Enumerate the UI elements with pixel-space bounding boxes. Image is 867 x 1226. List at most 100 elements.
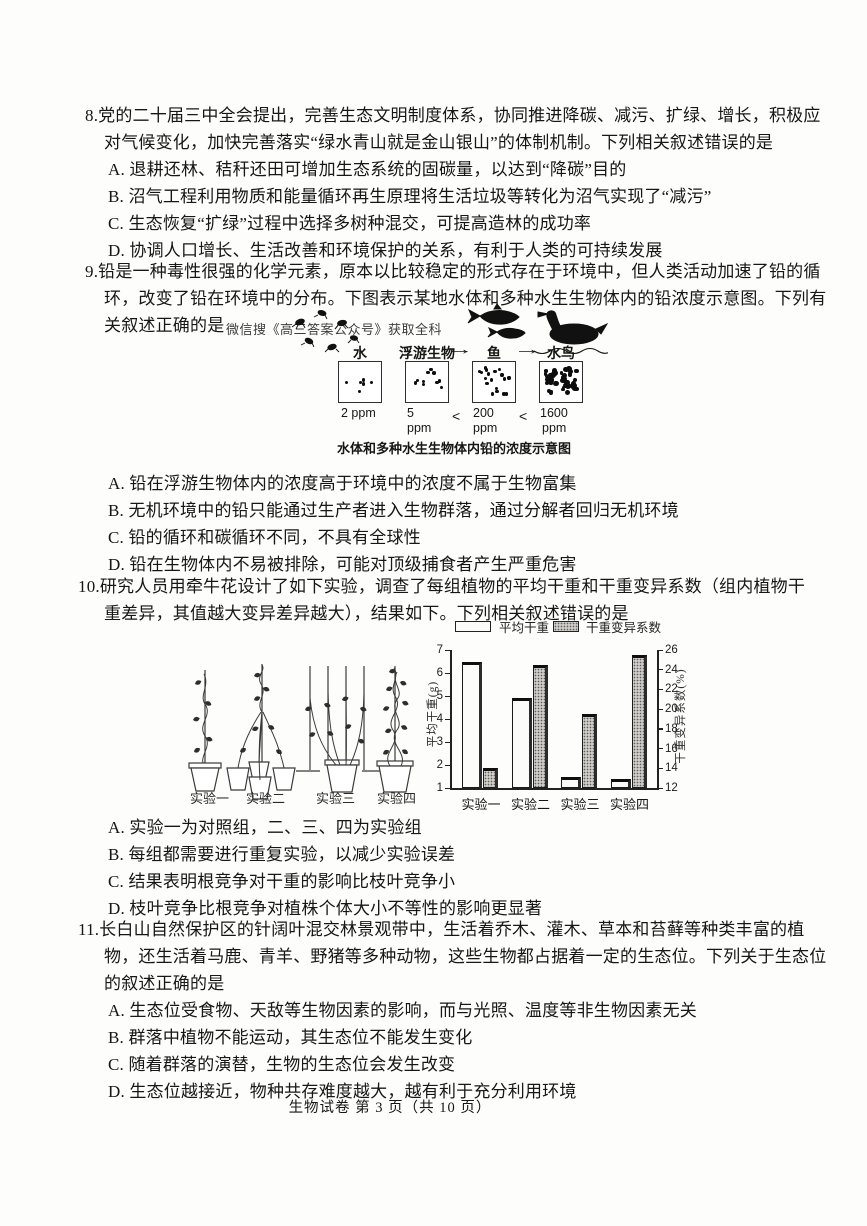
left-tick-label: 6 [436,667,443,679]
aquatic-organisms-art [291,303,608,355]
right-tick-label: 22 [665,683,678,696]
left-tick-label: 4 [436,713,443,725]
lead-dot [549,376,554,381]
q11-option-a: A. 生态位受食物、天敌等生物因素的影响，而与光照、温度等非生物因素无关 [108,1001,697,1020]
q11-option-c: C. 随着群落的演替，生物的生态位会发生改变 [108,1055,456,1074]
lead-dot [357,389,362,394]
pot-label-exp4: 实验四 [377,791,417,806]
legend-label-cv: 干重变异系数 [586,621,662,635]
concentration-box-fish [472,361,516,403]
diagram-label-plankton: 浮游生物 [399,347,455,362]
lead-dot [500,373,504,377]
lead-dot [544,380,550,386]
q8-option-b: B. 沼气工程利用物质和能量循环再生原理将生活垃圾等转化为沼气实现了“减污” [108,187,712,206]
right-axis-line [657,650,659,788]
right-tick [657,748,663,750]
left-tick [445,672,450,674]
lead-dot [565,379,571,386]
q11-line-2: 物，还生活着马鹿、青羊、野猪等多种动物，这些生物都占据着一定的生态位。下列关于生… [104,947,827,966]
lead-dot [571,382,577,388]
left-tick-label: 5 [436,690,443,702]
lead-dot [551,370,558,377]
lead-dot [426,370,430,375]
lead-dot [566,366,572,373]
q11-option-b: B. 群落中植物不能运动，其生态位不能发生变化 [108,1028,473,1047]
lead-dot [563,367,569,373]
lead-dot [565,390,571,396]
legend-label-dry-weight: 平均干重 [499,621,550,635]
lead-dot [437,379,441,383]
ppm-plankton-unit: ppm [407,421,432,435]
q8-line-1: 8.党的二十届三中全会提出，完善生态文明制度体系，协同推进降碳、减污、扩绿、增长… [85,106,821,125]
lead-dot [413,381,417,385]
lead-dot [497,367,502,372]
pot-label-exp2: 实验二 [246,791,286,806]
lead-dot [477,369,482,373]
lead-dot [565,383,571,390]
lead-dot [553,380,559,387]
q8-line-2: 对气候变化，加快完善落实“绿水青山就是金山银山”的体制机制。下列相关叙述错误的是 [104,133,774,152]
lead-dot [568,372,573,377]
right-tick [657,669,663,671]
diagram-caption: 水体和多种水生生物体内铅的浓度示意图 [337,441,572,456]
lead-dot [544,369,548,373]
lead-dot [571,385,578,391]
left-tick-label: 1 [436,782,443,794]
lead-dot [504,392,509,396]
lead-dot [415,378,419,383]
q11-line-3: 的叙述正确的是 [104,974,225,993]
lead-dot [485,381,489,385]
right-tick-label: 12 [665,782,678,794]
left-tick [445,695,450,697]
lead-dot [502,392,506,396]
watermark-text: 微信搜《高三答案公众号》获取全科 [226,322,443,337]
left-tick [445,649,450,651]
left-axis-line [450,650,452,788]
diagram-label-fish: 鱼 [487,347,501,362]
right-tick-label: 26 [665,644,678,656]
lead-dot [489,378,494,382]
right-tick-label: 16 [665,742,678,755]
lead-dot [435,380,439,385]
q11-option-d: D. 生态位越接近，物种共存难度越大，越有利于充分利用环境 [108,1082,577,1101]
q8-option-a: A. 退耕还林、秸秆还田可增加生态系统的固碳量，以达到“降碳”目的 [108,160,627,179]
lead-dot [503,377,507,381]
right-tick [657,708,663,710]
dry-weight-bar-chart: 1 2 3 4 5 6 7 12 14 16 18 20 22 24 26 实验一 实验二 实验三 实验四 [437,644,708,815]
lead-dot [561,388,565,392]
lead-dot [369,380,374,385]
x-category-label: 实验三 [560,797,600,812]
bar-cv-1 [483,768,498,788]
right-tick-label: 20 [665,703,678,716]
q10-line-2: 重差异，其值越大变异差异越大），结果如下。下列相关叙述错误的是 [104,604,629,623]
right-tick [657,728,663,730]
right-axis-label: 干重变异系数(%) [675,668,687,764]
bar-dry-weight-1 [462,661,482,788]
lead-dot [358,380,363,385]
lead-dot [544,376,550,382]
q9-option-a: A. 铅在浮游生物体内的浓度高于环境中的浓度不属于生物富集 [108,474,577,493]
bar-dry-weight-3 [561,776,581,788]
ppm-fish-unit: ppm [473,421,498,435]
lead-dot [495,389,499,393]
lead-dot [361,382,366,386]
right-tick [657,787,663,789]
ppm-waterbird-unit: ppm [542,421,567,435]
q9-option-d: D. 铅在生物体内不易被排除，可能对顶级捕食者产生严重危害 [108,555,577,574]
page-footer: 生物试卷 第 3 页（共 10 页） [288,1100,492,1116]
right-tick-label: 14 [665,762,678,775]
q8-option-c: C. 生态恢复“扩绿”过程中选择多树种混交，可提高造林的成功率 [108,214,592,233]
right-tick-label: 18 [665,722,678,735]
lead-dot [494,387,499,391]
left-tick-label: 2 [436,759,443,771]
q8-option-d: D. 协调人口增长、生活改善和环境保护的关系，有利于人类的可持续发展 [108,241,663,260]
lead-dot [559,371,564,375]
lead-dot [486,372,491,376]
bar-cv-2 [532,664,548,788]
left-tick [445,764,450,766]
concentration-box-water [338,361,382,403]
left-tick [445,718,450,720]
lead-dot [439,385,444,389]
lead-dot [548,373,553,378]
